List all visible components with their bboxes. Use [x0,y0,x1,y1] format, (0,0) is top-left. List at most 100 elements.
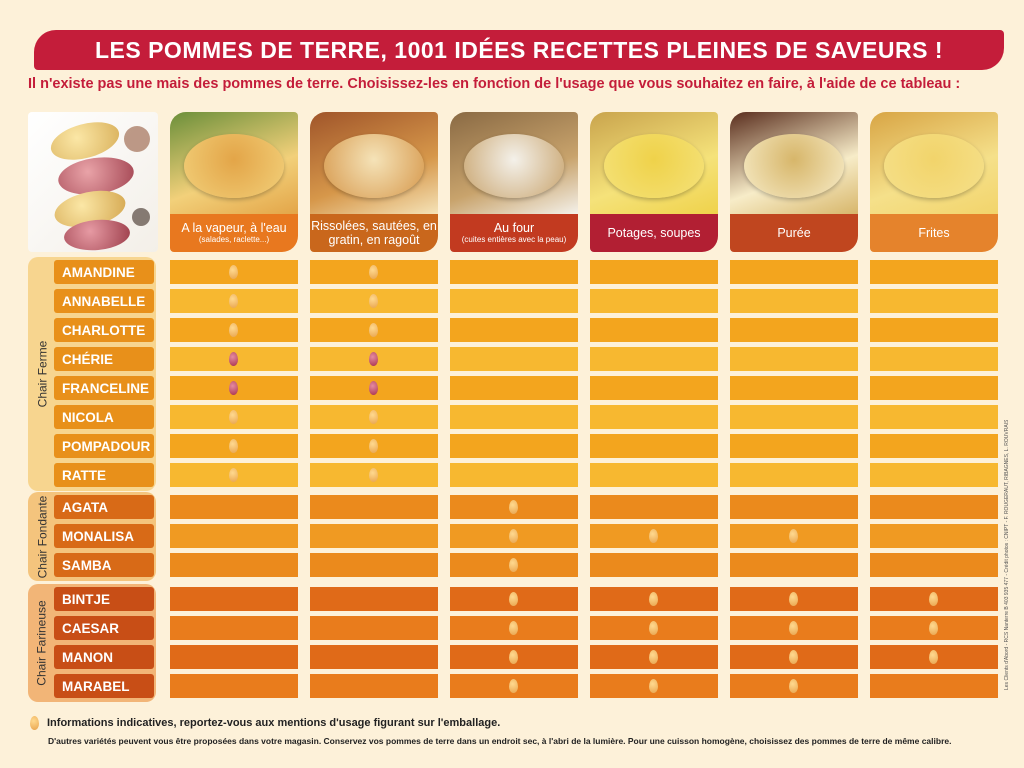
legend-note: Informations indicatives, reportez-vous … [30,716,500,730]
table-cell [730,434,858,458]
column-sublabel: (salades, raclette...) [198,235,270,244]
potato-marker-icon [229,468,238,482]
hero-potatoes-image [28,112,158,252]
table-cell [730,347,858,371]
table-cell [170,495,298,519]
potato-marker-icon [369,294,378,308]
column-label-text: Frites [918,226,950,240]
table-cell [870,289,998,313]
variety-name: CHÉRIE [54,347,154,371]
table-cell [730,463,858,487]
potato-marker-icon [369,352,378,366]
table-cell [590,463,718,487]
potato-marker-icon [369,468,378,482]
potato-marker-icon [649,679,658,693]
table-cell [450,347,578,371]
table-cell [590,318,718,342]
table-cell [730,587,858,611]
table-cell [730,318,858,342]
potato-marker-icon [509,558,518,572]
potato-marker-icon [369,381,378,395]
potato-marker-icon [229,410,238,424]
table-cell [870,553,998,577]
potato-marker-icon [789,529,798,543]
column-label: A la vapeur, à l'eau (salades, raclette..… [170,214,298,252]
table-cell [310,553,438,577]
storage-advice: D'autres variétés peuvent vous être prop… [48,736,952,746]
table-cell [450,463,578,487]
potato-marker-icon [229,352,238,366]
column-label: Rissolées, sautées, en gratin, en ragoût [310,214,438,252]
table-cell [310,434,438,458]
table-cell [310,495,438,519]
dish-photo [170,112,298,214]
table-cell [590,495,718,519]
variety-name: BINTJE [54,587,154,611]
table-cell [870,495,998,519]
table-cell [870,645,998,669]
column-header-6: Frites [870,112,998,252]
variety-name: CHARLOTTE [54,318,154,342]
potato-marker-icon [649,592,658,606]
table-cell [870,260,998,284]
table-cell [450,318,578,342]
potato-marker-icon [509,592,518,606]
table-cell [170,587,298,611]
potato-marker-icon [929,621,938,635]
table-cell [310,463,438,487]
column-label: Purée [730,214,858,252]
variety-name: RATTE [54,463,154,487]
table-cell [450,260,578,284]
table-cell [870,434,998,458]
column-sublabel: (cuites entières avec la peau) [461,235,567,244]
variety-name: ANNABELLE [54,289,154,313]
potato-marker-icon [789,592,798,606]
table-cell [730,495,858,519]
potato-marker-icon [229,294,238,308]
table-cell [170,376,298,400]
potato-marker-icon [369,265,378,279]
table-cell [870,674,998,698]
potato-marker-icon [369,323,378,337]
potato-marker-icon [509,529,518,543]
table-cell [730,616,858,640]
title-banner: LES POMMES DE TERRE, 1001 IDÉES RECETTES… [34,30,1004,70]
variety-name: SAMBA [54,553,154,577]
potato-marker-icon [30,716,39,730]
table-cell [590,645,718,669]
table-cell [870,405,998,429]
dish-photo [730,112,858,214]
page-subtitle: Il n'existe pas une mais des pommes de t… [28,76,961,92]
group-label-text: Chair Fondante [35,495,49,578]
table-cell [450,289,578,313]
table-cell [170,318,298,342]
potato-marker-icon [369,439,378,453]
table-cell [450,434,578,458]
table-cell [730,645,858,669]
potato-marker-icon [229,381,238,395]
table-cell [170,289,298,313]
column-header-2: Rissolées, sautées, en gratin, en ragoût [310,112,438,252]
potato-marker-icon [509,621,518,635]
variety-name: MANON [54,645,154,669]
table-cell [310,260,438,284]
variety-name: MARABEL [54,674,154,698]
group-label-text: Chair Ferme [35,340,49,408]
table-cell [870,524,998,548]
photo-credit: Les Clients d'Abord - RCS Nanterre B 403… [1004,420,1010,690]
group-label: Chair Fondante [30,495,54,578]
group-label: Chair Farineuse [30,587,54,699]
potato-marker-icon [929,650,938,664]
variety-name: AMANDINE [54,260,154,284]
table-cell [730,405,858,429]
table-cell [170,524,298,548]
dish-photo [310,112,438,214]
table-cell [170,347,298,371]
table-cell [310,645,438,669]
potato-marker-icon [929,592,938,606]
potato-marker-icon [649,529,658,543]
potato-marker-icon [369,410,378,424]
table-cell [590,434,718,458]
table-cell [730,260,858,284]
table-cell [590,260,718,284]
